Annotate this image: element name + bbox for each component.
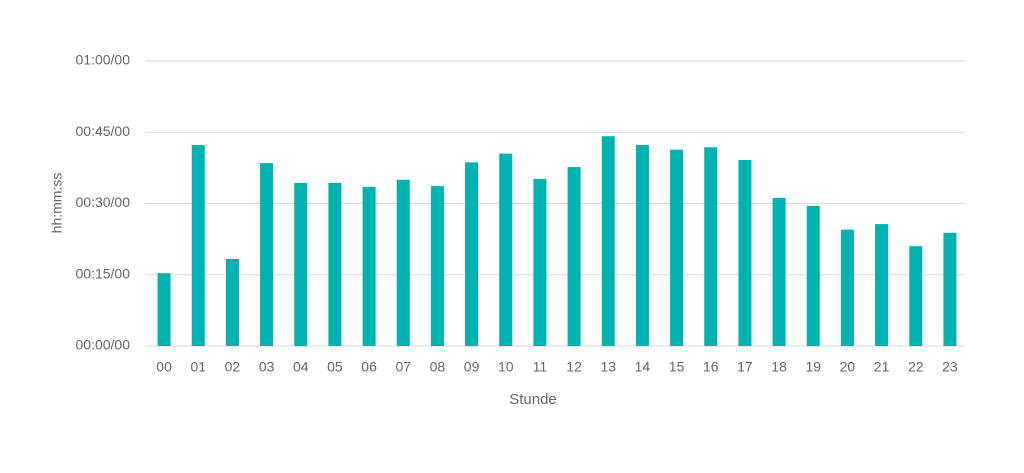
x-tick-label: 15 xyxy=(669,359,685,375)
bar xyxy=(840,229,854,346)
bar xyxy=(499,153,513,346)
bar xyxy=(567,167,581,346)
x-tick-label: 22 xyxy=(908,359,924,375)
bar xyxy=(601,136,615,346)
bar xyxy=(704,147,718,346)
bar xyxy=(430,186,444,346)
x-tick-label: 01 xyxy=(190,359,206,375)
x-tick-label: 14 xyxy=(635,359,651,375)
bar xyxy=(362,186,376,346)
x-tick-label: 03 xyxy=(259,359,275,375)
x-tick-label: 16 xyxy=(703,359,719,375)
bar xyxy=(533,178,547,346)
bar xyxy=(157,273,171,346)
y-tick-label: 00:15/00 xyxy=(76,265,131,281)
bar xyxy=(635,144,649,346)
y-axis-label: hh:mm:ss xyxy=(49,173,65,234)
x-tick-label: 11 xyxy=(533,359,548,375)
x-tick-label: 18 xyxy=(771,359,787,375)
x-tick-label: 02 xyxy=(225,359,241,375)
bar xyxy=(328,182,342,346)
bar xyxy=(738,159,752,346)
y-tick-label: 01:00/00 xyxy=(76,52,131,68)
y-tick-label: 00:00/00 xyxy=(76,337,131,353)
bar xyxy=(806,205,820,346)
bar xyxy=(670,149,684,346)
x-tick-label: 13 xyxy=(600,359,616,375)
x-tick-label: 06 xyxy=(361,359,377,375)
bar xyxy=(294,182,308,346)
bar xyxy=(943,232,957,346)
y-tick-label: 00:45/00 xyxy=(76,123,131,139)
bar xyxy=(191,144,205,346)
x-tick-label: 09 xyxy=(464,359,480,375)
x-tick-label: 20 xyxy=(840,359,856,375)
x-tick-label: 12 xyxy=(566,359,582,375)
x-tick-label: 21 xyxy=(874,359,890,375)
bar xyxy=(396,179,410,346)
x-tick-label: 23 xyxy=(942,359,958,375)
y-tick-label: 00:30/00 xyxy=(76,194,131,210)
x-axis-label: Stunde xyxy=(509,391,557,408)
x-tick-label: 00 xyxy=(156,359,172,375)
x-tick-label: 07 xyxy=(395,359,411,375)
bar xyxy=(875,224,889,346)
bar xyxy=(772,197,786,346)
x-tick-label: 05 xyxy=(327,359,343,375)
x-tick-label: 19 xyxy=(805,359,821,375)
x-tick-label: 17 xyxy=(737,359,753,375)
bar xyxy=(909,246,923,346)
bar xyxy=(465,162,479,346)
x-tick-label: 04 xyxy=(293,359,309,375)
bar xyxy=(260,163,274,346)
bar xyxy=(225,258,239,346)
x-tick-label: 08 xyxy=(430,359,446,375)
x-tick-label: 10 xyxy=(498,359,514,375)
